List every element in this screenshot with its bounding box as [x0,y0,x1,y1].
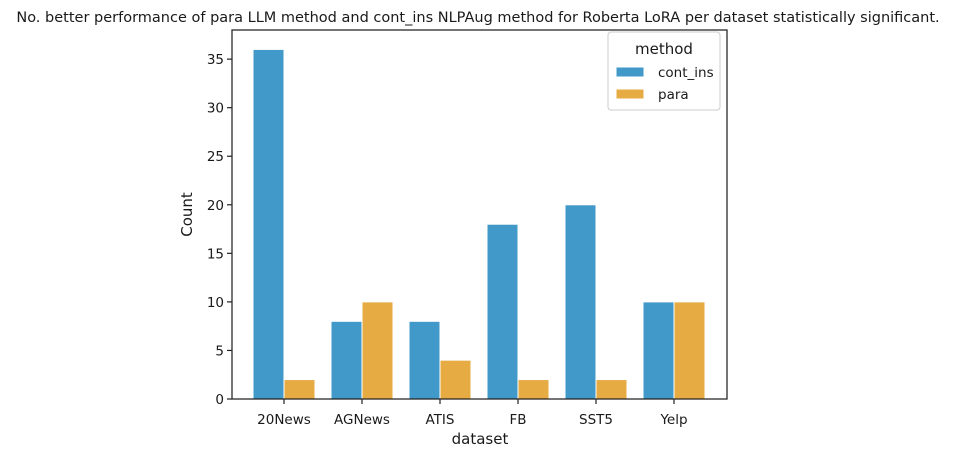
legend-swatch-cont_ins [615,66,645,78]
x-tick-label: FB [509,412,526,428]
x-tick-label: SST5 [579,412,613,428]
bar-cont_ins-20News [252,48,285,400]
bar-para-AGNews [361,301,394,400]
y-tick-label: 10 [207,295,224,311]
x-tick-label: Yelp [659,412,687,428]
legend-label-para: para [658,87,689,103]
x-tick-label: ATIS [426,412,455,428]
y-tick-label: 30 [207,101,224,117]
chart-title: No. better performance of para LLM metho… [16,10,939,26]
bar-cont_ins-AGNews [330,320,363,400]
legend-swatch-para [615,88,645,100]
y-tick-label: 5 [215,343,224,359]
x-axis: 20News AGNews ATIS FB SST5 Yelp [257,399,688,428]
y-tick-label: 35 [207,52,224,68]
x-axis-label: dataset [452,430,509,448]
bars-layer [252,48,706,400]
bar-para-ATIS [439,359,472,400]
bar-para-Yelp [673,301,706,400]
bar-cont_ins-Yelp [642,301,675,400]
bar-cont_ins-ATIS [408,320,441,400]
bar-para-SST5 [595,379,628,400]
bar-para-20News [283,379,316,400]
legend-title: method [635,40,693,58]
y-axis-label: Count [178,192,196,237]
plot-frame [231,29,728,400]
y-tick-label: 0 [215,392,224,408]
y-tick-label: 20 [207,198,224,214]
bar-cont_ins-FB [486,223,519,400]
x-tick-label: AGNews [334,412,390,428]
x-tick-label: 20News [257,412,311,428]
y-axis: 0 5 10 15 20 25 30 35 [207,52,232,408]
legend-label-cont_ins: cont_ins [658,65,714,81]
y-tick-label: 25 [207,149,224,165]
y-tick-label: 15 [207,246,224,262]
bar-para-FB [517,379,550,400]
bar-cont_ins-SST5 [564,204,597,400]
